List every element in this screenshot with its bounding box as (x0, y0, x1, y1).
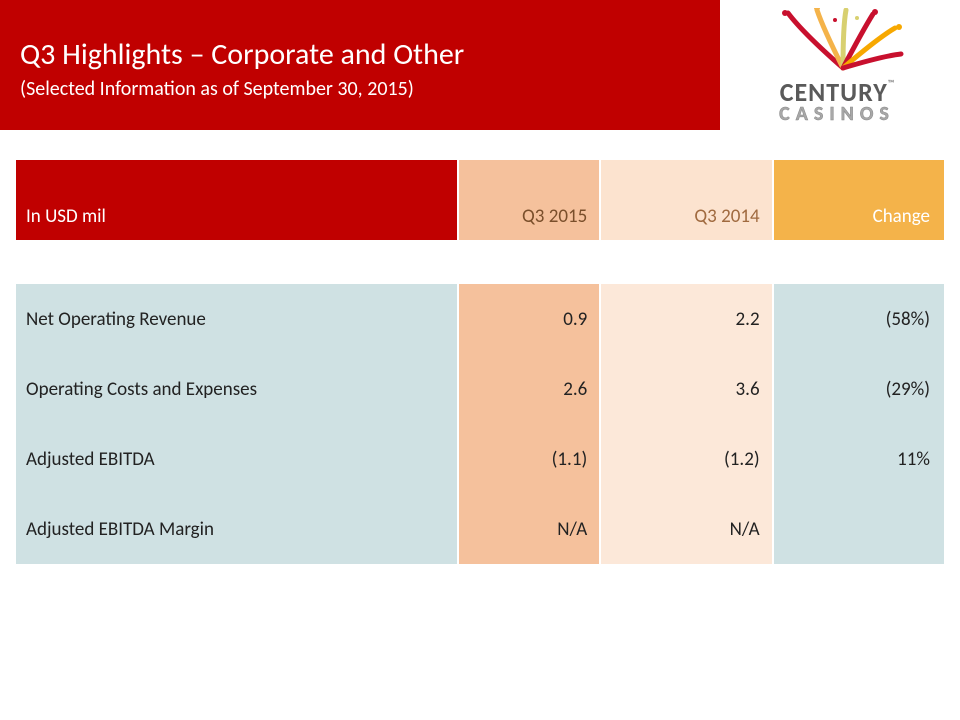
table-row: Net Operating Revenue 0.9 2.2 (58%) (16, 284, 944, 354)
header-label: In USD mil (16, 160, 457, 240)
row-q2014: N/A (601, 494, 771, 564)
row-change (774, 494, 944, 564)
company-logo: CENTURY™ CASINOS (732, 8, 942, 126)
header-q2014: Q3 2014 (601, 160, 771, 240)
header-q2015: Q3 2015 (459, 160, 599, 240)
title-banner: Q3 Highlights – Corporate and Other (Sel… (0, 0, 720, 130)
logo-text: CENTURY™ CASINOS (732, 76, 942, 126)
financial-table: In USD mil Q3 2015 Q3 2014 Change Net Op… (14, 160, 946, 564)
row-label: Net Operating Revenue (16, 284, 457, 354)
page-subtitle: (Selected Information as of September 30… (20, 77, 720, 101)
row-change: (58%) (774, 284, 944, 354)
table-header-row: In USD mil Q3 2015 Q3 2014 Change (16, 160, 944, 240)
row-q2015: (1.1) (459, 424, 599, 494)
table-row: Operating Costs and Expenses 2.6 3.6 (29… (16, 354, 944, 424)
row-change: 11% (774, 424, 944, 494)
row-change: (29%) (774, 354, 944, 424)
row-q2015: N/A (459, 494, 599, 564)
logo-line2: CASINOS (732, 102, 942, 126)
row-q2014: 2.2 (601, 284, 771, 354)
row-label: Adjusted EBITDA (16, 424, 457, 494)
firework-icon (767, 8, 907, 80)
page-title: Q3 Highlights – Corporate and Other (20, 36, 720, 73)
row-q2014: 3.6 (601, 354, 771, 424)
row-q2015: 2.6 (459, 354, 599, 424)
table-row: Adjusted EBITDA (1.1) (1.2) 11% (16, 424, 944, 494)
table-row: Adjusted EBITDA Margin N/A N/A (16, 494, 944, 564)
row-q2014: (1.2) (601, 424, 771, 494)
row-label: Operating Costs and Expenses (16, 354, 457, 424)
spacer-row (16, 240, 944, 284)
trademark-symbol: ™ (888, 78, 894, 89)
header-change: Change (774, 160, 944, 240)
row-label: Adjusted EBITDA Margin (16, 494, 457, 564)
row-q2015: 0.9 (459, 284, 599, 354)
